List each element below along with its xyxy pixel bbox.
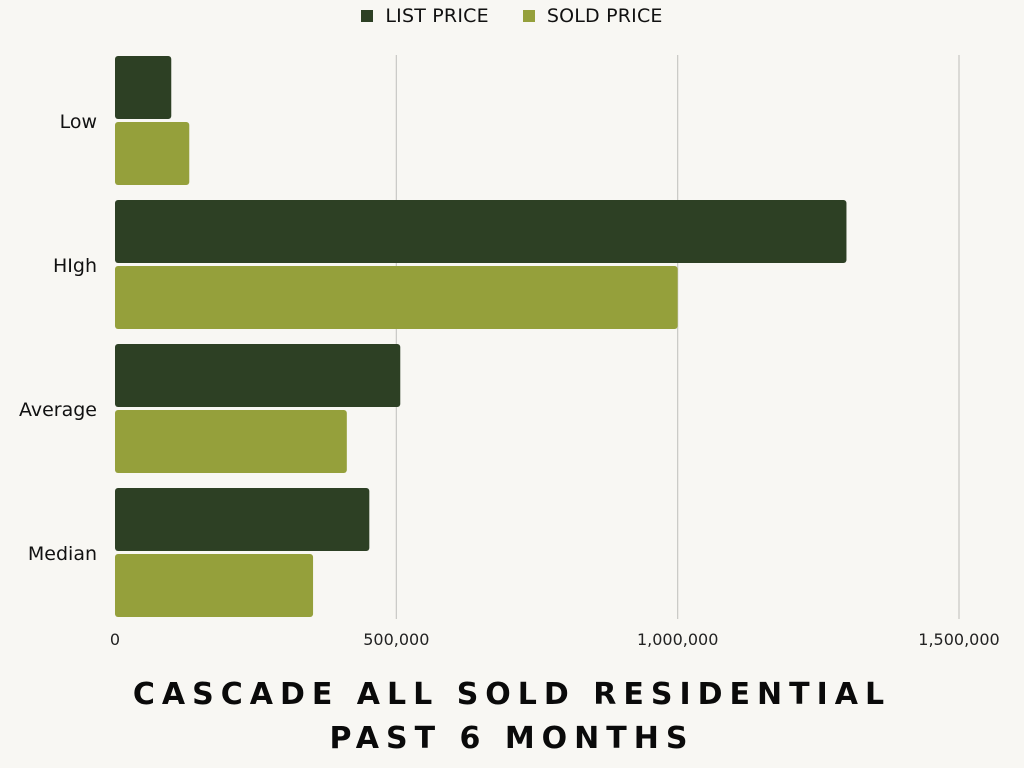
chart-title: CASCADE ALL SOLD RESIDENTIAL PAST 6 MONT… <box>0 673 1024 761</box>
category-label: Low <box>60 111 97 133</box>
category-label: Median <box>28 543 97 565</box>
bar-sold-low <box>115 122 190 185</box>
bar-sold-median <box>115 554 314 617</box>
x-tick-label: 500,000 <box>363 630 429 649</box>
bar-list-high <box>115 200 847 263</box>
legend-label-list-price: LIST PRICE <box>385 5 489 27</box>
bar-sold-high <box>115 266 678 329</box>
bar-list-average <box>115 344 401 407</box>
category-label: Average <box>19 399 97 421</box>
chart-title-line-1: CASCADE ALL SOLD RESIDENTIAL <box>132 677 892 712</box>
x-tick-label: 1,000,000 <box>637 630 718 649</box>
legend-item-list-price: LIST PRICE <box>361 5 489 27</box>
legend-swatch-sold-price <box>522 10 535 22</box>
legend: LIST PRICE SOLD PRICE <box>0 2 1024 30</box>
legend-label-sold-price: SOLD PRICE <box>546 5 663 27</box>
bar-list-median <box>115 488 370 551</box>
x-tick-label: 0 <box>110 630 120 649</box>
category-label: HIgh <box>53 255 97 277</box>
bar-list-low <box>115 56 172 119</box>
legend-item-sold-price: SOLD PRICE <box>522 5 663 27</box>
chart-title-line-2: PAST 6 MONTHS <box>329 721 695 756</box>
x-tick-label: 1,500,000 <box>918 630 999 649</box>
legend-swatch-list-price <box>361 10 374 22</box>
bar-sold-average <box>115 410 347 473</box>
